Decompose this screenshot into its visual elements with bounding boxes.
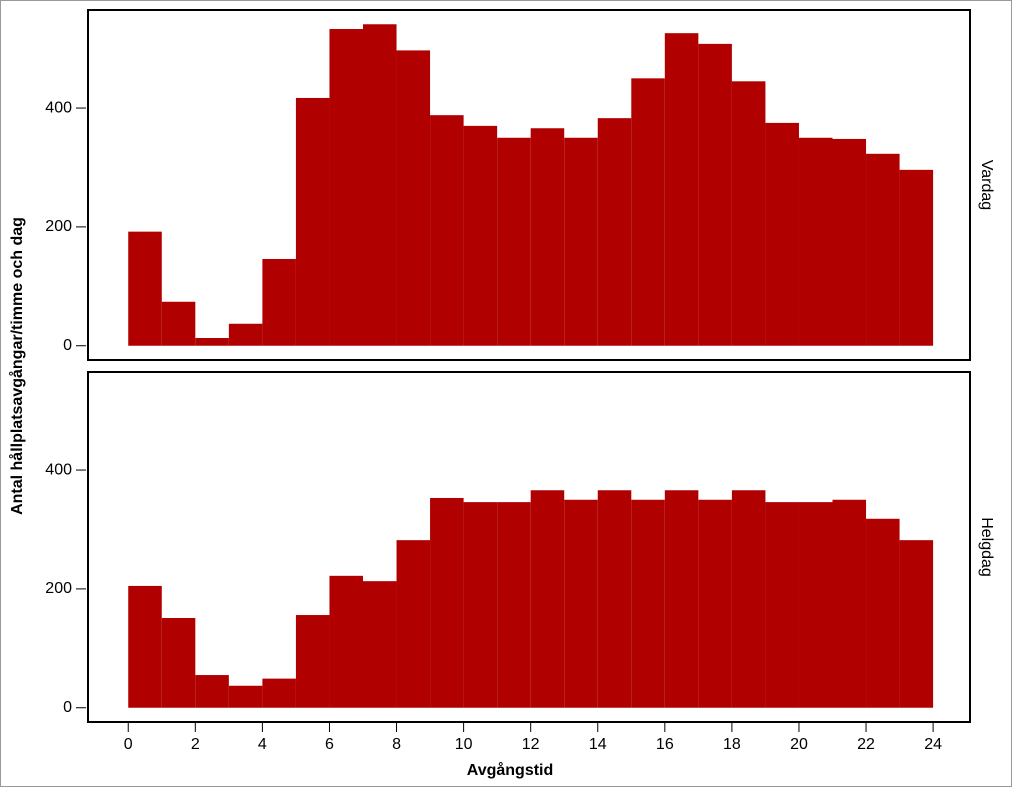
bar (798, 137, 833, 346)
bar (497, 137, 531, 346)
bar (832, 138, 867, 346)
bar (329, 29, 363, 346)
x-tick-label: 2 (191, 736, 200, 753)
bar (161, 618, 196, 708)
bar (396, 540, 431, 708)
panel-border (87, 9, 971, 361)
bar (765, 122, 799, 346)
bar (195, 675, 229, 708)
facet-label: Helgdag (978, 517, 995, 577)
bar (497, 502, 531, 708)
y-tick-label: 200 (45, 580, 72, 597)
facet-label: Vardag (978, 160, 995, 210)
bar (664, 33, 699, 346)
x-tick-label: 6 (325, 736, 334, 753)
bar (396, 50, 431, 346)
bar (362, 581, 397, 708)
bar (195, 338, 229, 346)
bar (128, 231, 162, 346)
bar (899, 169, 934, 346)
bar (564, 137, 598, 346)
bar (530, 128, 565, 346)
x-tick-label: 24 (924, 736, 942, 753)
bar (832, 499, 867, 708)
bar (128, 585, 162, 708)
bar (866, 518, 900, 708)
bar (530, 490, 565, 708)
x-tick-label: 16 (656, 736, 674, 753)
bar (597, 490, 632, 708)
bar (430, 115, 464, 346)
bar (463, 502, 498, 708)
x-tick-label: 12 (522, 736, 540, 753)
bar (899, 540, 934, 708)
y-tick-label: 0 (63, 699, 72, 716)
bar (463, 125, 498, 346)
x-tick-label: 10 (455, 736, 473, 753)
bar (798, 502, 833, 708)
bar (295, 615, 330, 708)
bar (262, 678, 296, 708)
panel-border (87, 371, 971, 723)
bar (228, 323, 263, 346)
x-tick-label: 20 (790, 736, 808, 753)
bar (597, 118, 632, 346)
bar (731, 490, 766, 708)
y-axis-label: Antal hållplatsavgångar/timme och dag (8, 217, 26, 515)
bar (664, 490, 699, 708)
bar (295, 97, 330, 346)
x-tick-label: 14 (589, 736, 607, 753)
bar (765, 502, 799, 708)
bar (362, 24, 397, 346)
bar (430, 497, 464, 708)
y-tick-label: 200 (45, 218, 72, 235)
bar (329, 575, 363, 708)
bar (698, 43, 732, 346)
x-tick-label: 22 (857, 736, 875, 753)
x-tick-label: 18 (723, 736, 741, 753)
bar (228, 685, 263, 708)
y-tick-label: 0 (63, 337, 72, 354)
bar (564, 499, 598, 708)
x-axis-label: Avgångstid (467, 761, 554, 779)
y-tick-label: 400 (45, 461, 72, 478)
y-tick-label: 400 (45, 99, 72, 116)
bar (631, 499, 665, 708)
bar (866, 153, 900, 346)
bar (731, 81, 766, 346)
bar (262, 258, 296, 346)
x-tick-label: 0 (124, 736, 133, 753)
bar (698, 499, 732, 708)
x-tick-label: 8 (392, 736, 401, 753)
x-tick-label: 4 (258, 736, 267, 753)
bar (631, 78, 665, 346)
bar (161, 301, 196, 346)
